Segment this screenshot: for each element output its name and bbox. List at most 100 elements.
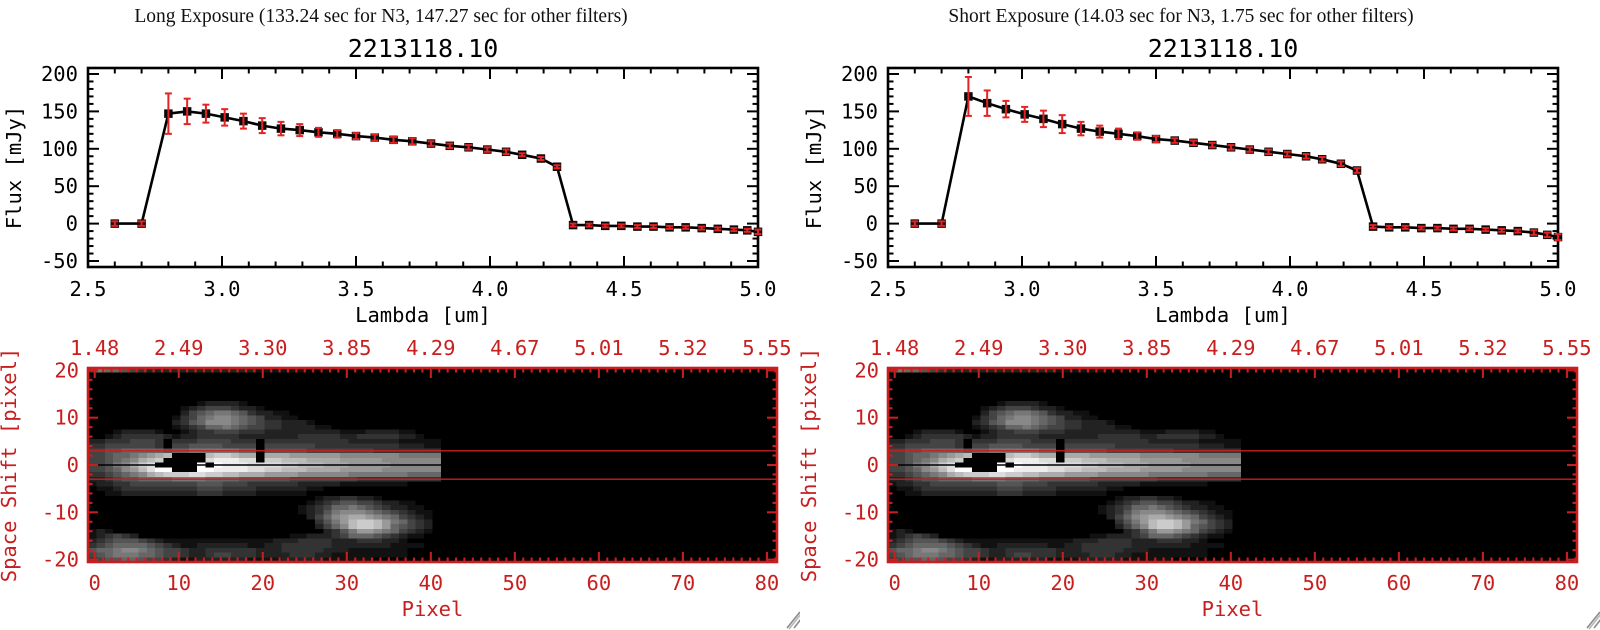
resize-grip-icon[interactable] xyxy=(1586,611,1600,630)
spectrum-ticks xyxy=(87,68,759,267)
pixel-tick-label: 60 xyxy=(1387,571,1412,595)
y-tick-label: 150 xyxy=(41,99,78,123)
pixel-tick-label: 60 xyxy=(587,571,612,595)
pixel-tick-label: 0 xyxy=(889,571,901,595)
pixel-tick-label: 10 xyxy=(166,571,191,595)
spectrum-frame xyxy=(86,66,760,269)
error-bars xyxy=(911,75,1562,242)
x-tick-label: 4.0 xyxy=(471,277,508,301)
pixel-tick-label: 80 xyxy=(1555,571,1580,595)
y-tick-label: -50 xyxy=(841,249,878,273)
y-tick-label: 100 xyxy=(41,137,78,161)
wavelength-tick-label: 4.29 xyxy=(1206,336,1255,360)
spectral-image-plot: 1.48 2.49 3.30 3.85 4.29 4.67 5.01 5.32 5.55 0 10 2… xyxy=(0,336,792,621)
wavelength-tick-label: 1.48 xyxy=(870,336,919,360)
space-shift-tick-label: -10 xyxy=(842,500,879,524)
plot-title: 2213118.10 xyxy=(348,34,499,63)
plot-title: 2213118.10 xyxy=(1148,34,1299,63)
wavelength-tick-label: 4.29 xyxy=(406,336,455,360)
x-tick-label: 5.0 xyxy=(1539,277,1576,301)
space-shift-tick-label: -20 xyxy=(842,548,879,572)
wavelength-tick-label: 5.01 xyxy=(1374,336,1423,360)
y-tick-label: 50 xyxy=(853,174,878,198)
wavelength-tick-label: 1.48 xyxy=(70,336,119,360)
error-bars xyxy=(111,92,762,236)
exposure-title: Long Exposure (133.24 sec for N3, 147.27… xyxy=(134,6,628,27)
spectrum-frame xyxy=(886,66,1560,269)
plot-overlay: 2.5 3.0 3.5 4.0 4.5 5.0-500501001502002213118… xyxy=(800,34,1600,630)
image-ticks xyxy=(88,368,777,562)
space-shift-tick-label: 10 xyxy=(54,406,79,430)
x-tick-label: 2.5 xyxy=(869,277,906,301)
y-tick-label: -50 xyxy=(41,249,78,273)
pixel-tick-label: 30 xyxy=(334,571,359,595)
wavelength-tick-label: 3.30 xyxy=(238,336,287,360)
wavelength-tick-label: 2.49 xyxy=(154,336,203,360)
y-tick-label: 0 xyxy=(66,212,78,236)
pixel-tick-label: 80 xyxy=(755,571,780,595)
spectrum-line xyxy=(914,94,1559,239)
wavelength-tick-label: 5.55 xyxy=(1542,336,1591,360)
y-tick-label: 0 xyxy=(866,212,878,236)
spectrum-plot: 2.5 3.0 3.5 4.0 4.5 5.0 -50 0 50 100 150 200 2213118… xyxy=(2,34,777,327)
pixel-tick-label: 20 xyxy=(1050,571,1075,595)
spectral-image-plot: 1.48 2.49 3.30 3.85 4.29 4.67 5.01 5.32 5.55 0 10 2… xyxy=(800,336,1592,621)
y-tick-label: 200 xyxy=(841,62,878,86)
x-axis-label: Lambda [um] xyxy=(1155,303,1291,327)
pixel-tick-label: 50 xyxy=(503,571,528,595)
wavelength-tick-label: 3.85 xyxy=(1122,336,1171,360)
wavelength-tick-label: 4.67 xyxy=(1290,336,1339,360)
panel-long-exposure: Long Exposure (133.24 sec for N3, 147.27… xyxy=(0,6,800,630)
y-tick-label: 150 xyxy=(841,99,878,123)
pixel-tick-label: 40 xyxy=(418,571,443,595)
space-shift-tick-label: -10 xyxy=(42,500,79,524)
resize-grip-icon[interactable] xyxy=(786,611,800,630)
wavelength-tick-label: 5.01 xyxy=(574,336,623,360)
wavelength-tick-label: 3.85 xyxy=(322,336,371,360)
x-axis-label: Pixel xyxy=(1202,597,1264,621)
x-tick-label: 3.0 xyxy=(203,277,240,301)
y-axis-label: Flux [mJy] xyxy=(2,106,26,229)
y-tick-label: 50 xyxy=(53,174,78,198)
data-point-markers xyxy=(910,92,1563,242)
pixel-tick-label: 20 xyxy=(250,571,275,595)
plot-overlay: 2.5 3.0 3.5 4.0 4.5 5.0-500501001502002213118… xyxy=(0,34,800,630)
x-tick-label: 4.5 xyxy=(605,277,642,301)
space-shift-tick-label: 0 xyxy=(867,453,879,477)
pixel-tick-label: 50 xyxy=(1303,571,1328,595)
wavelength-tick-label: 2.49 xyxy=(954,336,1003,360)
y-axis-label: Space Shift [pixel] xyxy=(0,348,21,583)
y-tick-label: 100 xyxy=(841,137,878,161)
pixel-tick-label: 0 xyxy=(89,571,101,595)
wavelength-tick-label: 3.30 xyxy=(1038,336,1087,360)
x-tick-label: 3.5 xyxy=(337,277,374,301)
space-shift-tick-label: 20 xyxy=(854,358,879,382)
wavelength-tick-label: 5.55 xyxy=(742,336,791,360)
wavelength-tick-label: 5.32 xyxy=(658,336,707,360)
x-tick-label: 4.0 xyxy=(1271,277,1308,301)
spectrum-line xyxy=(114,110,759,234)
x-tick-label: 4.5 xyxy=(1405,277,1442,301)
space-shift-tick-label: 10 xyxy=(854,406,879,430)
wavelength-tick-label: 4.67 xyxy=(490,336,539,360)
data-point-markers xyxy=(110,107,763,237)
space-shift-tick-label: 0 xyxy=(67,453,79,477)
exposure-title: Short Exposure (14.03 sec for N3, 1.75 s… xyxy=(948,6,1414,27)
x-axis-label: Lambda [um] xyxy=(355,303,491,327)
pixel-tick-label: 40 xyxy=(1218,571,1243,595)
y-axis-label: Space Shift [pixel] xyxy=(800,348,821,583)
spectrum-plot: 2.5 3.0 3.5 4.0 4.5 5.0 -50 0 50 100 150 200 2213118… xyxy=(802,34,1577,327)
spectrum-ticks xyxy=(887,68,1559,267)
x-tick-label: 2.5 xyxy=(69,277,106,301)
pixel-tick-label: 30 xyxy=(1134,571,1159,595)
pixel-tick-label: 70 xyxy=(1471,571,1496,595)
pixel-tick-label: 70 xyxy=(671,571,696,595)
space-shift-tick-label: 20 xyxy=(54,358,79,382)
y-axis-label: Flux [mJy] xyxy=(802,106,826,229)
x-tick-label: 5.0 xyxy=(739,277,776,301)
space-shift-tick-label: -20 xyxy=(42,548,79,572)
image-ticks xyxy=(888,368,1577,562)
pixel-tick-label: 10 xyxy=(966,571,991,595)
y-tick-label: 200 xyxy=(41,62,78,86)
